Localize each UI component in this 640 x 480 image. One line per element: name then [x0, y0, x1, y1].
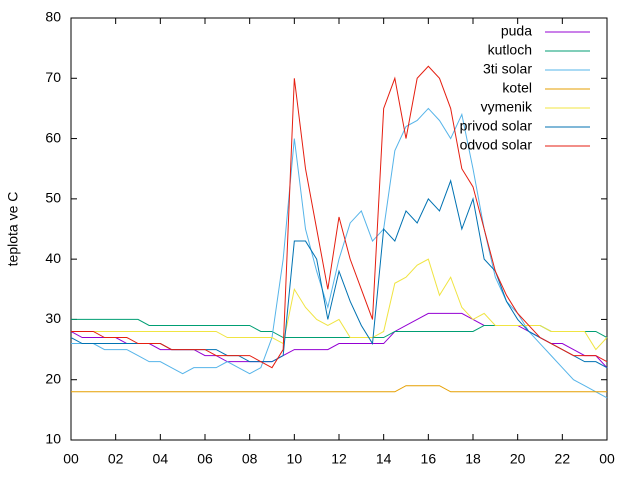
- legend-label: odvod solar: [460, 137, 533, 153]
- x-tick-label: 08: [242, 451, 258, 467]
- legend-label: kotel: [502, 80, 532, 96]
- y-tick-label: 10: [45, 431, 61, 447]
- series-line: [70, 312, 608, 368]
- legend-label: 3ti solar: [483, 61, 532, 77]
- x-tick-label: 00: [63, 451, 79, 467]
- y-tick-label: 20: [45, 370, 61, 386]
- legend-label: privod solar: [460, 118, 533, 134]
- legend-label: puda: [501, 23, 532, 39]
- y-tick-label: 40: [45, 250, 61, 266]
- x-tick-label: 04: [153, 451, 169, 467]
- x-tick-label: 10: [287, 451, 303, 467]
- y-tick-label: 80: [45, 9, 61, 25]
- x-tick-label: 14: [376, 451, 392, 467]
- y-tick-label: 70: [45, 69, 61, 85]
- legend-label: kutloch: [488, 42, 532, 58]
- x-tick-label: 16: [421, 451, 437, 467]
- y-tick-label: 30: [45, 310, 61, 326]
- legend-label: vymenik: [481, 99, 533, 115]
- series-line: [71, 258, 608, 351]
- y-tick-label: 60: [45, 129, 61, 145]
- series-line: [70, 179, 608, 369]
- series-line: [71, 65, 608, 369]
- series-line: [71, 385, 607, 393]
- x-tick-label: 06: [197, 451, 213, 467]
- x-tick-label: 00: [599, 451, 615, 467]
- y-tick-label: 50: [45, 190, 61, 206]
- x-tick-label: 18: [465, 451, 481, 467]
- x-tick-label: 20: [510, 451, 526, 467]
- x-tick-label: 12: [331, 451, 347, 467]
- x-tick-label: 22: [555, 451, 571, 467]
- x-tick-label: 02: [108, 451, 124, 467]
- y-axis-label: teplota ve C: [5, 192, 21, 267]
